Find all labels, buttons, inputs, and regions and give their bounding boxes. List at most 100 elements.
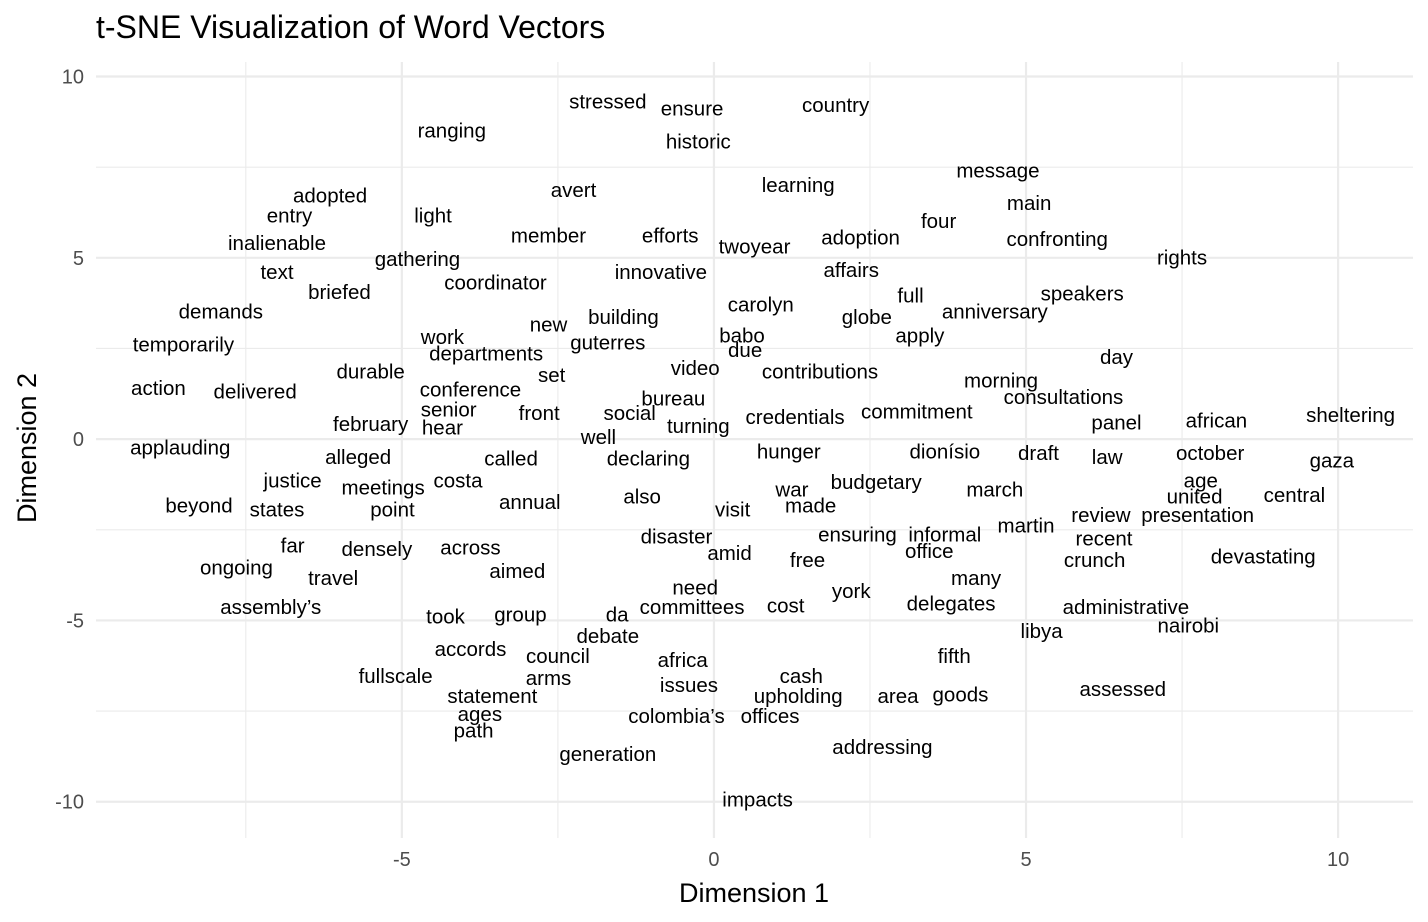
word-label: sheltering (1306, 404, 1395, 427)
word-label: front (519, 402, 560, 425)
word-label: colombia’s (628, 705, 724, 728)
word-label: martin (998, 515, 1055, 538)
word-label: review (1071, 504, 1130, 527)
word-label: text (260, 261, 293, 284)
word-label: issues (660, 674, 718, 697)
word-label: consultations (1004, 386, 1124, 409)
word-label: building (588, 306, 659, 329)
word-label: committees (640, 596, 745, 619)
word-label: applauding (130, 437, 230, 460)
word-label: annual (499, 491, 561, 514)
word-label: far (281, 535, 305, 558)
word-label: point (370, 498, 415, 521)
word-label: beyond (165, 495, 232, 518)
x-axis-title: Dimension 1 (679, 878, 829, 908)
word-label: took (426, 605, 465, 628)
word-label: nairobi (1158, 614, 1220, 637)
word-label: libya (1021, 620, 1064, 643)
word-label: turning (667, 415, 730, 438)
word-label: draft (1018, 442, 1059, 465)
word-label: travel (308, 567, 358, 590)
word-label: informal (908, 524, 981, 547)
word-label: light (414, 205, 452, 228)
word-label: council (526, 645, 590, 668)
word-label: need (672, 576, 718, 599)
word-label: office (905, 540, 954, 563)
word-label: babo (719, 324, 765, 347)
word-label: law (1092, 446, 1123, 469)
word-label: upholding (754, 685, 843, 708)
word-label: avert (551, 179, 597, 202)
word-label: addressing (832, 736, 932, 759)
word-label: path (454, 720, 494, 743)
grid-lines (96, 62, 1413, 838)
word-label: many (951, 567, 1002, 590)
word-label: innovative (615, 261, 707, 284)
word-label: group (494, 603, 546, 626)
word-label: day (1100, 346, 1134, 369)
word-label: entry (267, 205, 313, 228)
word-label: member (511, 225, 586, 248)
word-label: february (333, 413, 409, 436)
word-label: offices (741, 705, 800, 728)
word-label: speakers (1041, 283, 1124, 306)
word-label: dionísio (910, 440, 981, 463)
word-label: twoyear (719, 235, 791, 258)
word-label: meetings (342, 477, 425, 500)
word-label: statement (447, 685, 537, 708)
word-label: made (785, 495, 836, 518)
word-label: march (966, 478, 1023, 501)
word-label: inalienable (228, 232, 326, 255)
word-label: generation (559, 743, 656, 766)
y-tick-label: 10 (62, 67, 84, 89)
word-label: efforts (642, 225, 699, 248)
word-label: new (530, 313, 568, 336)
word-label: briefed (308, 281, 371, 304)
word-label: area (878, 685, 920, 708)
word-label: assembly’s (220, 596, 321, 619)
word-label: learning (762, 174, 835, 197)
word-label: full (897, 284, 923, 307)
word-label: alleged (325, 446, 391, 469)
word-label: october (1176, 442, 1245, 465)
word-label: due (728, 339, 762, 362)
word-label: country (802, 94, 870, 117)
word-label: morning (964, 370, 1038, 393)
word-label: crunch (1064, 549, 1126, 572)
word-label: fifth (938, 645, 971, 668)
word-label: ages (458, 703, 502, 726)
word-label: demands (179, 301, 263, 324)
word-label: stressed (569, 90, 646, 113)
y-tick-label: 0 (73, 429, 84, 451)
word-label: anniversary (942, 301, 1049, 324)
y-tick-label: 5 (73, 248, 84, 270)
word-label: action (131, 377, 186, 400)
word-label: hear (422, 417, 463, 440)
word-label: credentials (746, 406, 845, 429)
word-label: cash (780, 665, 823, 688)
word-label: conference (420, 379, 521, 402)
word-label: costa (434, 469, 484, 492)
word-label: coordinator (444, 272, 547, 295)
word-label: also (623, 486, 661, 509)
word-label: goods (933, 683, 989, 706)
word-label: globe (842, 306, 892, 329)
word-label: ensuring (818, 524, 897, 547)
word-label: devastating (1211, 545, 1316, 568)
word-label: ensure (661, 98, 724, 121)
x-tick-label: -5 (393, 849, 411, 871)
word-label: across (440, 536, 500, 559)
word-label: historic (666, 130, 731, 153)
word-label: africa (658, 649, 709, 672)
word-label: contributions (762, 361, 878, 384)
word-label: confronting (1007, 228, 1108, 251)
word-label: carolyn (728, 293, 794, 316)
x-tick-label: 10 (1327, 849, 1349, 871)
word-label: african (1186, 409, 1248, 432)
word-label: well (580, 426, 616, 449)
word-label: york (832, 580, 871, 603)
axis-ticks: -5 0 5 10 -10 -5 0 5 10 (55, 67, 1349, 871)
word-label: social (603, 402, 655, 425)
word-label: affairs (824, 259, 879, 282)
